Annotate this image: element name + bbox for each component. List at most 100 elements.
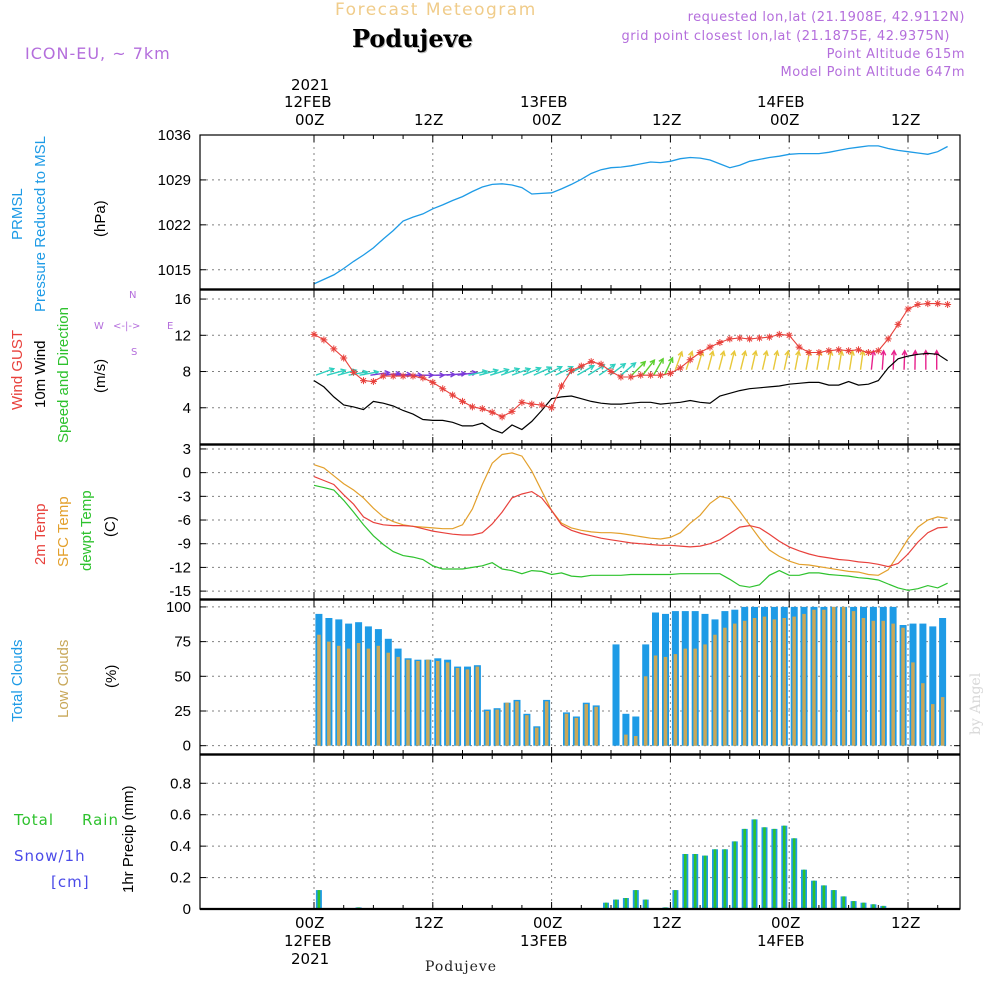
compass-n-label: N <box>129 290 137 301</box>
wind-gust-marker <box>944 300 952 308</box>
wind-gust-marker <box>429 378 437 386</box>
low-clouds-bar <box>406 659 410 746</box>
wind-gust-marker <box>350 368 358 376</box>
wind-arrow <box>718 351 725 370</box>
low-clouds-bar <box>455 668 460 746</box>
y-tick-label: 8 <box>183 364 191 381</box>
wind-gust-marker <box>340 354 348 362</box>
wind-gust-marker <box>874 347 882 355</box>
precip-bar-inner <box>624 898 628 909</box>
wind-gust-marker <box>864 349 872 357</box>
wind-gust-marker <box>736 334 744 342</box>
model-altitude: Model Point Altitude 647m <box>780 65 965 80</box>
wind-gust-marker <box>825 347 833 355</box>
y-tick-label: 0 <box>183 738 191 755</box>
wind-arrowhead <box>912 349 919 356</box>
wind-arrow <box>652 358 664 376</box>
y-tick-label: 3 <box>183 441 191 458</box>
bottom-time-label: 12FEB <box>284 932 332 950</box>
precip-unit-label: 1hr Precip (mm) <box>120 785 137 893</box>
ticks-layer: 1015 1022 1029 1036 4 8 12 16 3 0 -3 -6 -9 -12 -15 0 25 5… <box>158 127 960 918</box>
wind-gust-marker <box>835 346 843 354</box>
precip-bar-inner <box>812 880 816 909</box>
wind-gust-marker <box>587 358 595 366</box>
wind-gust-marker <box>597 360 605 368</box>
wind-arrowhead <box>658 357 664 364</box>
low-clouds-bar <box>376 645 381 746</box>
precip-bar-inner <box>753 819 756 909</box>
top-time-label: 14FEB <box>757 93 805 111</box>
wind-arrowhead <box>640 360 647 367</box>
temp-sfc-label: SFC Temp <box>55 496 72 567</box>
wind-gust-marker <box>577 362 585 370</box>
low-clouds-bar <box>445 662 450 746</box>
wind-arrow <box>870 350 875 370</box>
low-clouds-bar <box>346 648 351 746</box>
low-clouds-bar <box>515 701 519 746</box>
bottom-time-label: 12Z <box>891 914 921 932</box>
low-clouds-bar <box>624 734 628 746</box>
wind-arrow <box>663 357 674 376</box>
precip-bar-inner <box>713 849 717 909</box>
grid-point-coords: grid point closest lon,lat (21.1875E, 42… <box>621 29 950 44</box>
clouds-unit: (%) <box>103 664 120 688</box>
wind-arrowhead <box>630 361 637 368</box>
wind-gust-marker <box>914 300 922 308</box>
wind-arrow <box>359 371 379 376</box>
wind-gust-marker <box>330 345 338 353</box>
low-clouds-bar <box>535 727 539 746</box>
wind-arrow <box>761 351 768 370</box>
y-tick-label: 1015 <box>158 262 191 279</box>
bottom-time-label: 14FEB <box>757 932 805 950</box>
low-clouds-bar <box>634 736 638 746</box>
wind-gust-marker <box>637 371 645 379</box>
bottom-time-label: 00Z <box>295 914 325 932</box>
wind-gust-marker <box>676 364 684 372</box>
precip-bar-inner <box>852 901 855 909</box>
wind-gust-marker <box>459 397 466 405</box>
pressure-line <box>313 145 948 285</box>
y-tick-label: -12 <box>169 559 191 576</box>
low-clouds-bar <box>485 711 489 746</box>
bottom-time-label: 2021 <box>291 950 330 968</box>
wind-arrowhead <box>609 363 617 370</box>
precip-bar-inner <box>832 890 836 909</box>
wind-arrowhead <box>880 349 887 356</box>
low-clouds-bar <box>832 606 836 746</box>
low-clouds-bar <box>544 701 549 746</box>
wind-gust-marker <box>934 300 942 308</box>
wind-gust-marker <box>884 335 892 343</box>
top-time-label: 13FEB <box>520 93 568 111</box>
low-clouds-bar <box>713 634 717 746</box>
wind-arrowhead <box>688 350 694 357</box>
wind-gust-marker <box>805 349 813 357</box>
wind-arrowhead <box>784 349 791 357</box>
wind-gust-marker <box>379 372 387 380</box>
low-clouds-bar <box>931 704 935 746</box>
meteogram-title: Forecast Meteogram <box>335 0 537 20</box>
wind-arrow <box>544 366 563 376</box>
top-time-label: 12FEB <box>284 93 332 111</box>
y-tick-label: 1036 <box>158 127 191 144</box>
low-clouds-bar <box>881 620 885 746</box>
y-tick-label: 1029 <box>158 172 191 189</box>
pressure-unit: (hPa) <box>92 200 109 237</box>
low-clouds-bar <box>891 623 895 746</box>
y-tick-label: 50 <box>174 668 191 685</box>
precip-bar-inner <box>684 854 687 909</box>
y-tick-label: 100 <box>166 599 191 616</box>
precip-bar-inner <box>862 902 865 909</box>
wind-gust-marker <box>508 407 516 415</box>
total-clouds-bar <box>622 713 630 746</box>
wind-arrowhead <box>620 362 627 369</box>
precip-bar-inner <box>733 841 737 909</box>
wind-arrow <box>576 365 595 376</box>
low-clouds-bar <box>782 618 786 746</box>
low-clouds-bar <box>663 656 668 746</box>
wind-gust-marker <box>538 401 546 409</box>
low-clouds-bar <box>752 618 757 746</box>
wind-arrow <box>827 350 832 370</box>
wind-arrowhead <box>668 356 674 363</box>
low-clouds-bar <box>723 627 727 746</box>
wind-arrow <box>326 369 346 376</box>
